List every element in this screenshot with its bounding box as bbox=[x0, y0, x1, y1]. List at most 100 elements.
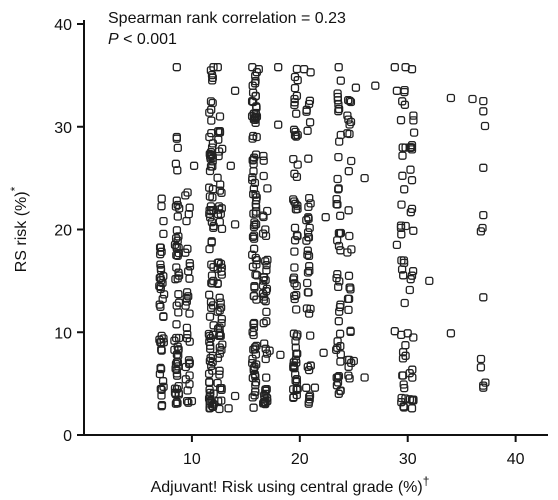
data-point bbox=[158, 294, 167, 304]
data-point bbox=[345, 231, 354, 241]
data-point bbox=[207, 151, 216, 160]
data-point bbox=[217, 314, 226, 324]
data-point bbox=[173, 236, 182, 245]
data-point bbox=[333, 174, 342, 184]
y-ticks: 0 10 20 30 40 bbox=[54, 17, 84, 445]
data-point bbox=[205, 166, 215, 176]
data-point bbox=[334, 317, 343, 326]
data-point bbox=[156, 363, 165, 373]
data-point bbox=[217, 224, 227, 234]
data-point bbox=[207, 70, 217, 80]
data-point bbox=[292, 332, 301, 341]
data-point bbox=[207, 237, 216, 246]
x-ticks: 10 20 30 40 bbox=[183, 435, 525, 468]
data-point bbox=[303, 228, 313, 237]
data-point bbox=[360, 173, 369, 183]
data-point bbox=[306, 68, 315, 77]
data-point bbox=[334, 282, 343, 292]
data-point bbox=[215, 186, 225, 195]
data-point bbox=[230, 220, 240, 229]
data-point bbox=[251, 381, 260, 390]
data-point bbox=[335, 307, 344, 316]
data-point bbox=[174, 308, 183, 317]
data-point bbox=[289, 393, 298, 402]
data-point bbox=[291, 376, 300, 385]
data-point bbox=[408, 373, 417, 382]
data-point bbox=[185, 359, 194, 369]
data-point bbox=[215, 112, 225, 121]
data-point bbox=[159, 312, 168, 321]
data-point bbox=[173, 143, 182, 153]
data-point bbox=[248, 354, 257, 364]
data-point bbox=[157, 385, 166, 394]
data-point bbox=[173, 212, 182, 221]
data-point bbox=[248, 88, 258, 97]
data-point bbox=[476, 363, 486, 372]
data-point bbox=[252, 132, 261, 142]
x-axis-label: Adjuvant! Risk using central grade (%)† bbox=[151, 474, 430, 496]
data-point bbox=[289, 195, 298, 204]
data-point bbox=[172, 63, 181, 72]
data-point bbox=[407, 404, 417, 413]
data-point bbox=[290, 247, 299, 256]
data-point bbox=[392, 240, 402, 250]
data-point bbox=[261, 225, 270, 234]
x-tick-label: 20 bbox=[291, 451, 309, 468]
data-point bbox=[259, 156, 268, 165]
data-point bbox=[371, 81, 380, 90]
y-tick-label: 40 bbox=[54, 17, 72, 34]
data-point bbox=[333, 89, 342, 98]
data-point bbox=[208, 279, 217, 288]
data-point bbox=[336, 211, 345, 220]
data-point bbox=[171, 364, 180, 373]
data-point bbox=[479, 107, 488, 116]
data-point bbox=[251, 270, 260, 279]
y-tick-label: 30 bbox=[54, 120, 72, 137]
data-point bbox=[172, 263, 181, 272]
data-point bbox=[174, 333, 184, 343]
data-point bbox=[249, 292, 258, 301]
data-point bbox=[215, 306, 224, 315]
data-point bbox=[409, 116, 418, 125]
data-point bbox=[303, 362, 312, 372]
data-point bbox=[250, 178, 260, 188]
data-point bbox=[249, 153, 259, 162]
data-point bbox=[479, 293, 488, 302]
data-point bbox=[290, 263, 299, 272]
data-point bbox=[405, 369, 414, 378]
y-axis-label-main: RS risk (%) bbox=[13, 191, 30, 272]
data-point bbox=[259, 295, 269, 304]
data-point bbox=[398, 97, 407, 106]
data-point bbox=[209, 63, 218, 72]
data-point bbox=[344, 271, 354, 280]
data-point bbox=[290, 291, 299, 301]
data-point bbox=[251, 200, 260, 209]
data-point bbox=[172, 132, 181, 142]
data-point bbox=[290, 94, 299, 104]
data-point bbox=[208, 193, 217, 202]
data-point bbox=[208, 98, 217, 108]
data-point bbox=[248, 173, 257, 182]
data-point bbox=[334, 372, 344, 381]
data-point bbox=[214, 202, 224, 211]
data-point bbox=[213, 378, 222, 388]
data-point bbox=[398, 151, 407, 160]
data-point bbox=[306, 304, 315, 314]
data-point bbox=[248, 393, 257, 402]
x-tick-label: 10 bbox=[183, 451, 201, 468]
data-point bbox=[407, 141, 417, 150]
data-point bbox=[183, 188, 192, 197]
data-point bbox=[335, 329, 345, 338]
data-point bbox=[185, 309, 194, 318]
data-point bbox=[305, 391, 315, 400]
data-point bbox=[247, 112, 257, 121]
data-point bbox=[479, 96, 488, 106]
data-point bbox=[250, 283, 259, 292]
data-point bbox=[262, 266, 271, 275]
data-point bbox=[401, 341, 410, 350]
data-point bbox=[262, 373, 271, 382]
data-point bbox=[407, 65, 417, 74]
data-point bbox=[263, 255, 272, 265]
data-point bbox=[345, 374, 354, 383]
data-point bbox=[407, 271, 417, 280]
